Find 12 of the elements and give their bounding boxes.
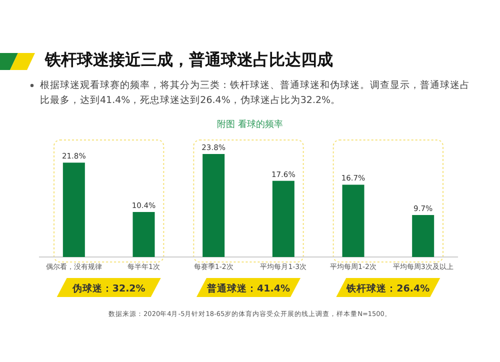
bar: [342, 184, 364, 257]
text: 铁杆球迷：26.4%: [346, 282, 430, 294]
chart-title: 铁杆球迷接近三成，普通球迷占比达四成: [45, 50, 333, 71]
chart-subtitle: 根据球迷观看球赛的频率，将其分为三类：铁杆球迷、普通球迷和伪球迷。调查显示，普通球迷占比最多，达到41.4%，死忠球迷达到26.4%，伪球迷占比为32.2%。: [40, 79, 470, 108]
text: 伪球迷：32.2%: [71, 282, 146, 294]
text: 普通球迷：41.4%: [206, 282, 290, 294]
bar: [62, 162, 85, 257]
bar: [272, 180, 294, 257]
bar: [412, 215, 434, 257]
bar: [132, 212, 155, 257]
bar: [202, 154, 225, 257]
x-axis-title: 附图 看球的频率: [217, 119, 283, 130]
